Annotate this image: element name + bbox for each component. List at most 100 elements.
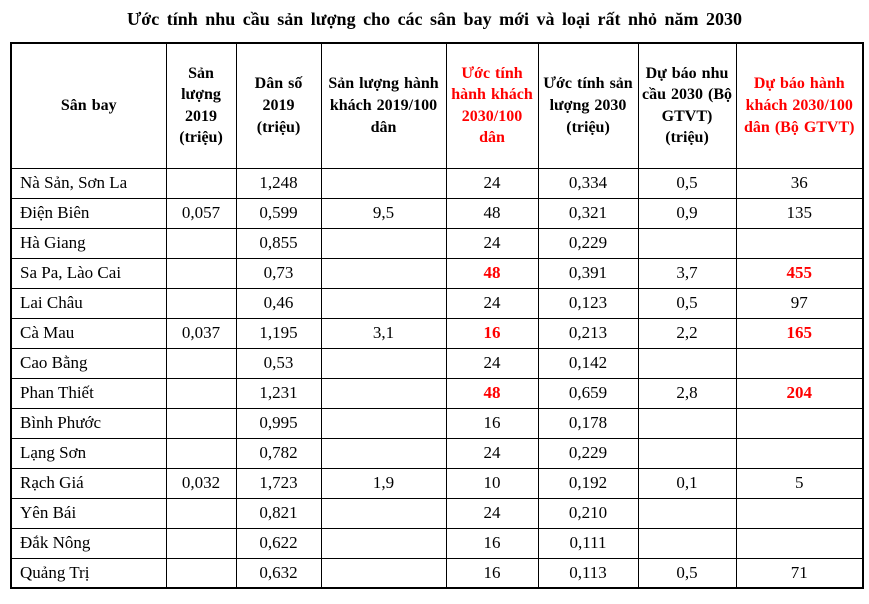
value-cell: 0,113 xyxy=(537,557,639,589)
column-header-5: Ước tính hành khách 2030/100 dân xyxy=(445,42,539,169)
value-cell xyxy=(637,497,737,529)
airport-name-cell: Nà Sản, Sơn La xyxy=(10,167,167,199)
value-cell xyxy=(735,437,864,469)
value-cell xyxy=(165,497,237,529)
value-cell: 0,622 xyxy=(235,527,322,559)
airport-name-cell: Sa Pa, Lào Cai xyxy=(10,257,167,289)
value-cell xyxy=(637,347,737,379)
value-cell: 0,391 xyxy=(537,257,639,289)
airport-name-cell: Quảng Trị xyxy=(10,557,167,589)
value-cell: 0,178 xyxy=(537,407,639,439)
column-header-1: Sân bay xyxy=(10,42,167,169)
value-cell xyxy=(735,347,864,379)
value-cell: 0,334 xyxy=(537,167,639,199)
value-cell: 0,192 xyxy=(537,467,639,499)
value-cell: 9,5 xyxy=(320,197,447,229)
value-cell: 0,111 xyxy=(537,527,639,559)
value-cell: 0,213 xyxy=(537,317,639,349)
value-cell: 1,195 xyxy=(235,317,322,349)
value-cell: 0,599 xyxy=(235,197,322,229)
value-cell: 0,142 xyxy=(537,347,639,379)
header-row: Sân bay Sản lượng 2019 (triệu) Dân số 2019… xyxy=(10,42,864,169)
table-body: Nà Sản, Sơn La 1,248 24 0,334 0,5 36 Điện Biên… xyxy=(10,167,864,589)
value-cell: 16 xyxy=(445,317,539,349)
airport-name-cell: Cà Mau xyxy=(10,317,167,349)
airport-name-cell: Bình Phước xyxy=(10,407,167,439)
value-cell xyxy=(165,527,237,559)
column-header-8: Dự báo hành khách 2030/100 dân (Bộ GTVT) xyxy=(735,42,864,169)
value-cell xyxy=(320,527,447,559)
value-cell: 0,46 xyxy=(235,287,322,319)
value-cell: 0,229 xyxy=(537,437,639,469)
value-cell: 0,782 xyxy=(235,437,322,469)
value-cell xyxy=(320,227,447,259)
value-cell: 0,73 xyxy=(235,257,322,289)
value-cell: 97 xyxy=(735,287,864,319)
value-cell: 0,229 xyxy=(537,227,639,259)
value-cell xyxy=(320,167,447,199)
value-cell: 24 xyxy=(445,227,539,259)
value-cell: 24 xyxy=(445,287,539,319)
value-cell: 0,855 xyxy=(235,227,322,259)
value-cell: 3,7 xyxy=(637,257,737,289)
value-cell xyxy=(637,227,737,259)
column-header-7: Dự báo nhu cầu 2030 (Bộ GTVT) (triệu) xyxy=(637,42,737,169)
value-cell: 0,032 xyxy=(165,467,237,499)
page-title: Ước tính nhu cầu sản lượng cho các sân b… xyxy=(126,9,743,29)
value-cell: 1,231 xyxy=(235,377,322,409)
value-cell: 10 xyxy=(445,467,539,499)
value-cell xyxy=(320,557,447,589)
column-header-4: Sản lượng hành khách 2019/100 dân xyxy=(320,42,447,169)
airport-name-cell: Rạch Giá xyxy=(10,467,167,499)
value-cell xyxy=(735,527,864,559)
value-cell: 0,821 xyxy=(235,497,322,529)
value-cell xyxy=(320,287,447,319)
table-row: Phan Thiết 1,231 48 0,659 2,8 204 xyxy=(10,377,864,409)
value-cell: 48 xyxy=(445,257,539,289)
value-cell xyxy=(637,407,737,439)
column-header-3: Dân số 2019 (triệu) xyxy=(235,42,322,169)
value-cell: 36 xyxy=(735,167,864,199)
value-cell: 5 xyxy=(735,467,864,499)
value-cell xyxy=(735,497,864,529)
value-cell: 2,8 xyxy=(637,377,737,409)
table-row: Rạch Giá 0,032 1,723 1,9 10 0,192 0,1 5 xyxy=(10,467,864,499)
value-cell xyxy=(165,257,237,289)
value-cell: 0,5 xyxy=(637,287,737,319)
airport-name-cell: Cao Bằng xyxy=(10,347,167,379)
value-cell: 0,632 xyxy=(235,557,322,589)
value-cell xyxy=(165,167,237,199)
value-cell: 1,9 xyxy=(320,467,447,499)
table-row: Lạng Sơn 0,782 24 0,229 xyxy=(10,437,864,469)
value-cell xyxy=(637,527,737,559)
table-row: Hà Giang 0,855 24 0,229 xyxy=(10,227,864,259)
value-cell: 3,1 xyxy=(320,317,447,349)
value-cell: 24 xyxy=(445,347,539,379)
value-cell: 0,5 xyxy=(637,167,737,199)
airport-name-cell: Lạng Sơn xyxy=(10,437,167,469)
value-cell xyxy=(735,227,864,259)
value-cell: 24 xyxy=(445,167,539,199)
value-cell: 0,995 xyxy=(235,407,322,439)
value-cell: 0,1 xyxy=(637,467,737,499)
value-cell xyxy=(165,407,237,439)
airport-name-cell: Phan Thiết xyxy=(10,377,167,409)
airport-name-cell: Đắk Nông xyxy=(10,527,167,559)
airport-demand-table: Sân bay Sản lượng 2019 (triệu) Dân số 2019… xyxy=(10,42,864,589)
airport-name-cell: Yên Bái xyxy=(10,497,167,529)
value-cell xyxy=(320,377,447,409)
column-header-6: Ước tính sản lượng 2030 (triệu) xyxy=(537,42,639,169)
value-cell xyxy=(165,227,237,259)
value-cell: 0,9 xyxy=(637,197,737,229)
value-cell: 16 xyxy=(445,557,539,589)
value-cell xyxy=(320,437,447,469)
value-cell xyxy=(320,407,447,439)
table-row: Điện Biên 0,057 0,599 9,5 48 0,321 0,9 135 xyxy=(10,197,864,229)
value-cell: 165 xyxy=(735,317,864,349)
table-row: Sa Pa, Lào Cai 0,73 48 0,391 3,7 455 xyxy=(10,257,864,289)
table-row: Đắk Nông 0,622 16 0,111 xyxy=(10,527,864,559)
value-cell: 0,53 xyxy=(235,347,322,379)
value-cell: 48 xyxy=(445,377,539,409)
value-cell: 135 xyxy=(735,197,864,229)
value-cell: 24 xyxy=(445,437,539,469)
